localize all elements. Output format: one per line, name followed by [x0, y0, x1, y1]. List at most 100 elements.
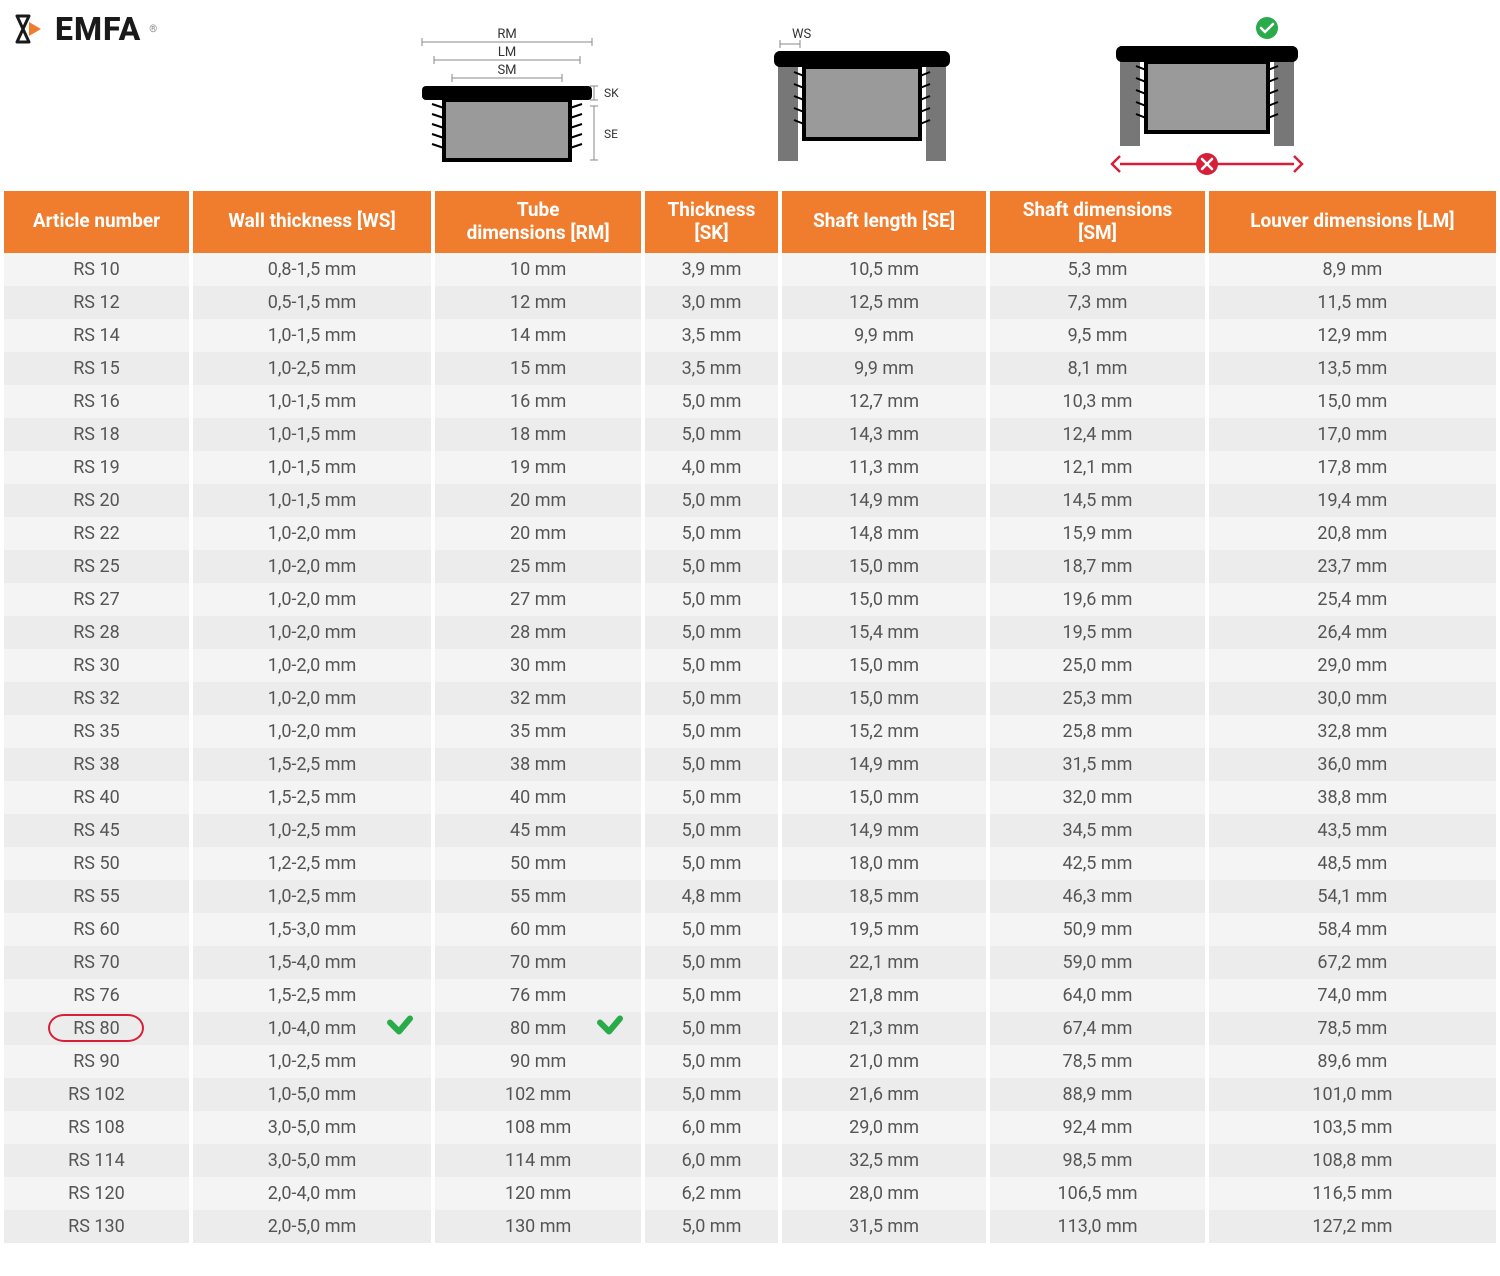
cell-article: RS 60 — [4, 913, 189, 946]
cell-ws: 1,0-5,0 mm — [193, 1078, 431, 1111]
cell-article: RS 32 — [4, 682, 189, 715]
table-row: RS 801,0-4,0 mm80 mm5,0 mm21,3 mm67,4 mm… — [4, 1012, 1496, 1045]
cell-se: 21,8 mm — [782, 979, 986, 1012]
cell-se: 21,0 mm — [782, 1045, 986, 1078]
table-row: RS 381,5-2,5 mm38 mm5,0 mm14,9 mm31,5 mm… — [4, 748, 1496, 781]
cell-sm: 25,8 mm — [990, 715, 1204, 748]
brand-logo: EMFA ® — [15, 10, 158, 48]
cell-ws: 3,0-5,0 mm — [193, 1111, 431, 1144]
cell-lm: 38,8 mm — [1209, 781, 1496, 814]
cell-lm: 36,0 mm — [1209, 748, 1496, 781]
cell-se: 10,5 mm — [782, 253, 986, 286]
label-se: SE — [604, 127, 618, 141]
cell-lm: 11,5 mm — [1209, 286, 1496, 319]
cell-rm: 20 mm — [435, 517, 641, 550]
cell-rm: 18 mm — [435, 418, 641, 451]
cell-se: 15,0 mm — [782, 649, 986, 682]
table-row: RS 191,0-1,5 mm19 mm4,0 mm11,3 mm12,1 mm… — [4, 451, 1496, 484]
cell-ws: 1,0-2,0 mm — [193, 715, 431, 748]
table-row: RS 221,0-2,0 mm20 mm5,0 mm14,8 mm15,9 mm… — [4, 517, 1496, 550]
cell-sk: 5,0 mm — [645, 1210, 778, 1243]
cell-sk: 4,0 mm — [645, 451, 778, 484]
cell-ws: 1,5-2,5 mm — [193, 979, 431, 1012]
table-row: RS 601,5-3,0 mm60 mm5,0 mm19,5 mm50,9 mm… — [4, 913, 1496, 946]
cell-se: 14,9 mm — [782, 748, 986, 781]
cell-se: 14,9 mm — [782, 814, 986, 847]
brand-registered: ® — [149, 24, 158, 35]
column-header: Shaft dimensions[SM] — [990, 191, 1204, 253]
cell-lm: 23,7 mm — [1209, 550, 1496, 583]
cell-article: RS 108 — [4, 1111, 189, 1144]
cell-ws: 2,0-4,0 mm — [193, 1177, 431, 1210]
table-row: RS 701,5-4,0 mm70 mm5,0 mm22,1 mm59,0 mm… — [4, 946, 1496, 979]
cell-lm: 17,8 mm — [1209, 451, 1496, 484]
cell-sk: 5,0 mm — [645, 847, 778, 880]
cell-lm: 89,6 mm — [1209, 1045, 1496, 1078]
cell-ws: 1,5-4,0 mm — [193, 946, 431, 979]
cell-sm: 12,4 mm — [990, 418, 1204, 451]
cell-ws: 1,5-2,5 mm — [193, 748, 431, 781]
check-icon — [387, 1015, 413, 1042]
table-row: RS 1021,0-5,0 mm102 mm5,0 mm21,6 mm88,9 … — [4, 1078, 1496, 1111]
column-header: Tubedimensions [RM] — [435, 191, 641, 253]
table-row: RS 451,0-2,5 mm45 mm5,0 mm14,9 mm34,5 mm… — [4, 814, 1496, 847]
cell-rm: 76 mm — [435, 979, 641, 1012]
cell-rm: 108 mm — [435, 1111, 641, 1144]
cell-article: RS 55 — [4, 880, 189, 913]
cell-se: 14,8 mm — [782, 517, 986, 550]
cell-lm: 15,0 mm — [1209, 385, 1496, 418]
cell-ws: 1,0-2,0 mm — [193, 517, 431, 550]
cell-ws: 1,0-1,5 mm — [193, 418, 431, 451]
cell-article: RS 38 — [4, 748, 189, 781]
cell-ws: 0,5-1,5 mm — [193, 286, 431, 319]
cell-ws: 0,8-1,5 mm — [193, 253, 431, 286]
check-icon — [597, 1015, 623, 1042]
cell-sk: 5,0 mm — [645, 385, 778, 418]
cell-sm: 113,0 mm — [990, 1210, 1204, 1243]
cell-sk: 3,0 mm — [645, 286, 778, 319]
cell-ws: 1,0-2,0 mm — [193, 649, 431, 682]
cell-se: 22,1 mm — [782, 946, 986, 979]
diagram-labeled-dimensions: RM LM SM — [392, 26, 622, 176]
cell-article: RS 10 — [4, 253, 189, 286]
cell-lm: 19,4 mm — [1209, 484, 1496, 517]
cell-sm: 98,5 mm — [990, 1144, 1204, 1177]
cell-rm: 50 mm — [435, 847, 641, 880]
cell-sm: 64,0 mm — [990, 979, 1204, 1012]
dimensions-table: Article numberWall thickness [WS]Tubedim… — [0, 191, 1500, 1243]
cell-sm: 50,9 mm — [990, 913, 1204, 946]
cell-rm: 130 mm — [435, 1210, 641, 1243]
cell-sk: 6,0 mm — [645, 1144, 778, 1177]
cell-rm: 30 mm — [435, 649, 641, 682]
cell-article: RS 12 — [4, 286, 189, 319]
cell-se: 28,0 mm — [782, 1177, 986, 1210]
cell-rm: 38 mm — [435, 748, 641, 781]
cell-sm: 67,4 mm — [990, 1012, 1204, 1045]
cell-se: 15,0 mm — [782, 781, 986, 814]
cell-lm: 101,0 mm — [1209, 1078, 1496, 1111]
cell-article: RS 80 — [4, 1012, 189, 1045]
highlight-oval-icon — [48, 1014, 144, 1042]
cell-article: RS 22 — [4, 517, 189, 550]
cell-article: RS 102 — [4, 1078, 189, 1111]
cell-ws: 1,0-2,5 mm — [193, 880, 431, 913]
cell-article: RS 20 — [4, 484, 189, 517]
cell-sk: 3,5 mm — [645, 352, 778, 385]
header-row: EMFA ® RM LM SM — [0, 0, 1500, 191]
cell-rm: 28 mm — [435, 616, 641, 649]
cell-se: 31,5 mm — [782, 1210, 986, 1243]
cell-sm: 25,0 mm — [990, 649, 1204, 682]
cell-rm: 25 mm — [435, 550, 641, 583]
label-lm: LM — [497, 45, 515, 60]
table-row: RS 141,0-1,5 mm14 mm3,5 mm9,9 mm9,5 mm12… — [4, 319, 1496, 352]
cell-rm: 14 mm — [435, 319, 641, 352]
cell-ws: 1,0-2,5 mm — [193, 352, 431, 385]
cell-article: RS 70 — [4, 946, 189, 979]
cell-rm: 80 mm — [435, 1012, 641, 1045]
cell-rm: 55 mm — [435, 880, 641, 913]
label-sk: SK — [604, 86, 619, 100]
table-row: RS 551,0-2,5 mm55 mm4,8 mm18,5 mm46,3 mm… — [4, 880, 1496, 913]
cell-ws: 1,0-2,0 mm — [193, 550, 431, 583]
cell-lm: 108,8 mm — [1209, 1144, 1496, 1177]
cell-sk: 6,0 mm — [645, 1111, 778, 1144]
